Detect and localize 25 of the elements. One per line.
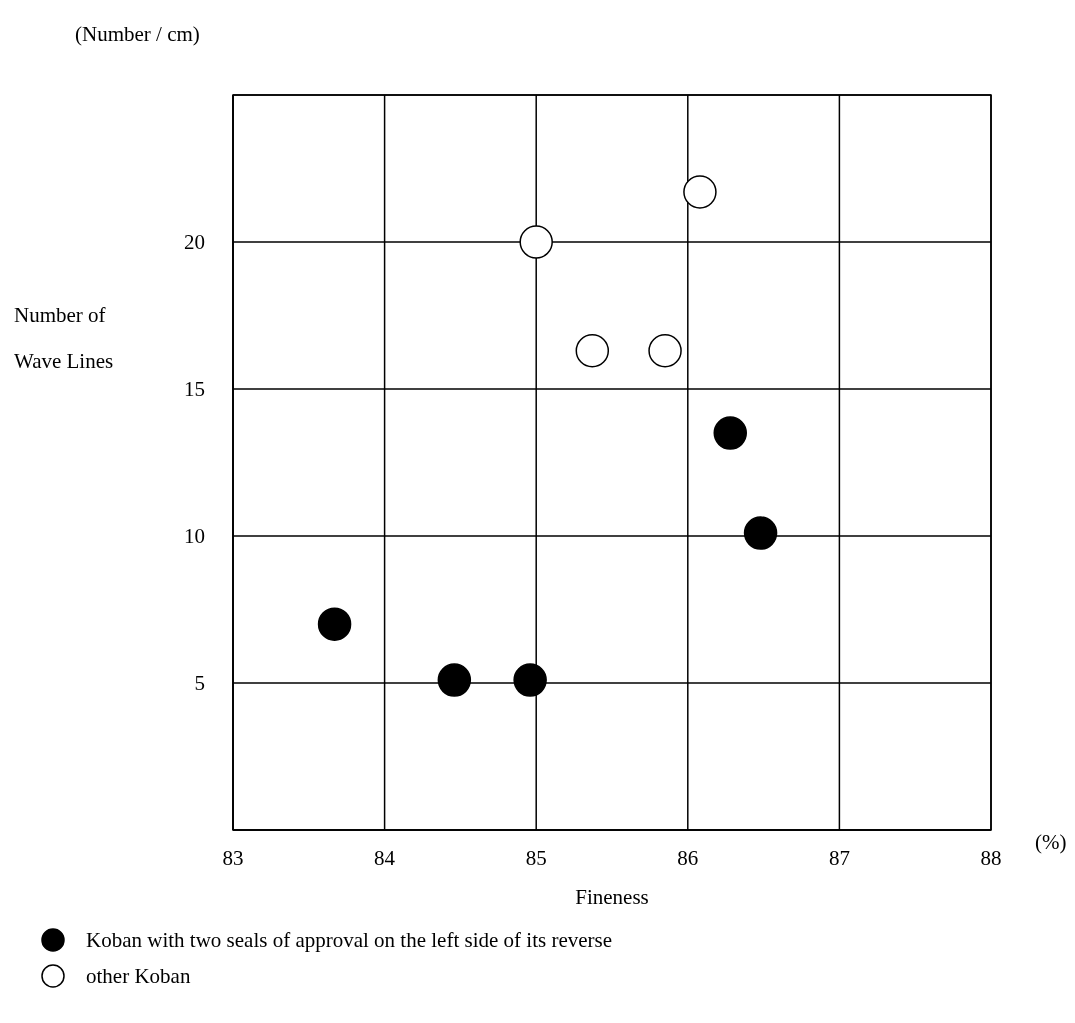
point <box>575 334 610 368</box>
x-tick-label: 86 <box>677 845 699 870</box>
point <box>713 416 747 450</box>
point <box>683 175 717 209</box>
point <box>437 663 472 697</box>
text: (Number / cm) <box>75 22 200 47</box>
y-tick-label: 20 <box>184 230 205 255</box>
x-tick-label: 85 <box>525 845 547 870</box>
point <box>648 334 682 368</box>
point <box>519 225 553 259</box>
legend-label: Koban with two seals of approval on the left side of its reverse <box>86 927 613 953</box>
x-tick-label: 83 <box>222 845 244 870</box>
x-axis-title: Fineness <box>574 885 650 910</box>
text: (%) <box>1035 830 1067 855</box>
point <box>513 663 547 697</box>
point <box>743 516 778 550</box>
y-tick-label: 15 <box>184 377 205 402</box>
point <box>317 607 352 641</box>
y-tick-label: 5 <box>194 671 205 696</box>
x-tick-label: 88 <box>980 845 1002 870</box>
x-tick-label: 87 <box>828 845 850 870</box>
x-tick-label: 84 <box>374 845 396 870</box>
legend-label: other Koban <box>86 963 191 989</box>
y-tick-label: 10 <box>184 524 205 549</box>
y-axis-title: Number of Wave Lines <box>14 302 115 375</box>
